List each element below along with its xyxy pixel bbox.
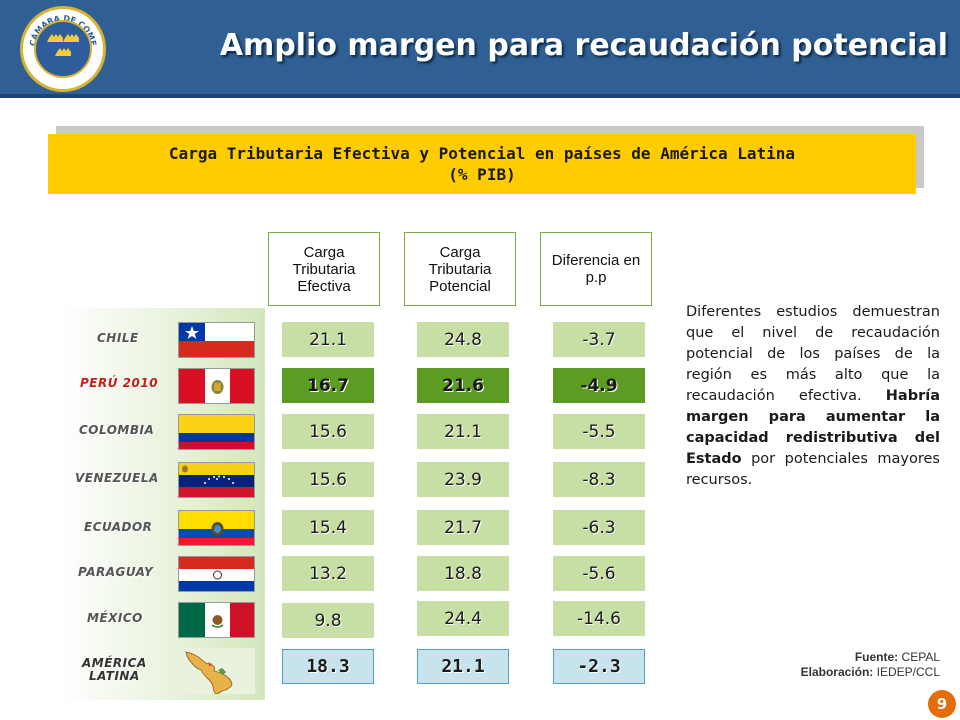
venezuela-flag — [178, 462, 255, 498]
country-column — [60, 308, 265, 700]
peru-flag — [178, 368, 255, 404]
country-label-mexico: MÉXICO — [87, 611, 143, 625]
value-diferencia-peru: -4.9 — [553, 368, 645, 403]
table-title-banner: Carga Tributaria Efectiva y Potencial en… — [48, 134, 916, 194]
value-diferencia-colombia: -5.5 — [553, 414, 645, 449]
value-potencial-venezuela: 23.9 — [417, 462, 509, 497]
banner-subtitle: (% PIB) — [448, 165, 516, 184]
paragraph-text: Diferentes estudios demuestran que el ni… — [686, 304, 940, 404]
source-label: Fuente: — [854, 650, 899, 664]
value-efectiva-colombia: 15.6 — [282, 414, 374, 449]
value-efectiva-mexico: 9.8 — [282, 603, 374, 638]
country-label-peru: PERÚ 2010 — [80, 376, 159, 390]
page-number: 9 — [928, 690, 956, 718]
country-label-america-latina: AMÉRICA LATINA — [82, 657, 147, 683]
value-diferencia-venezuela: -8.3 — [553, 462, 645, 497]
value-efectiva-ecuador: 15.4 — [282, 510, 374, 545]
value-efectiva-peru: 16.7 — [282, 368, 374, 403]
column-header-potencial: Carga Tributaria Potencial — [404, 232, 516, 306]
paragraph-text-end: por potenciales mayores recursos. — [686, 451, 940, 488]
value-potencial-america-latina: 21.1 — [417, 649, 509, 684]
mexico-flag — [178, 602, 255, 638]
elaboration-label: Elaboración: — [800, 665, 874, 679]
explanation-paragraph: Diferentes estudios demuestran que el ni… — [686, 302, 940, 491]
value-potencial-colombia: 21.1 — [417, 414, 509, 449]
country-label-line2: LATINA — [88, 669, 140, 683]
value-potencial-mexico: 24.4 — [417, 601, 509, 636]
country-label-paraguay: PARAGUAY — [78, 565, 154, 579]
elaboration-value: IEDEP/CCL — [876, 665, 940, 679]
value-diferencia-chile: -3.7 — [553, 322, 645, 357]
banner-title: Carga Tributaria Efectiva y Potencial en… — [168, 144, 796, 163]
column-header-diferencia: Diferencia en p.p — [540, 232, 652, 306]
value-diferencia-ecuador: -6.3 — [553, 510, 645, 545]
chamber-logo: CÁMARA DE COMERCIO · LIMA · — [20, 6, 106, 92]
latin-america-map-icon — [178, 648, 255, 694]
paragraph-bold-text: Habría margen para aumentar la capacidad… — [686, 388, 940, 467]
value-efectiva-paraguay: 13.2 — [282, 556, 374, 591]
country-label-ecuador: ECUADOR — [84, 520, 153, 534]
value-efectiva-chile: 21.1 — [282, 322, 374, 357]
chile-flag — [178, 322, 255, 358]
country-label-line1: AMÉRICA — [82, 656, 147, 670]
page-title: Amplio margen para recaudación potencial — [219, 28, 948, 63]
paraguay-flag — [178, 556, 255, 592]
value-efectiva-venezuela: 15.6 — [282, 462, 374, 497]
ecuador-flag — [178, 510, 255, 546]
country-label-venezuela: VENEZUELA — [75, 471, 159, 485]
value-potencial-ecuador: 21.7 — [417, 510, 509, 545]
value-efectiva-america-latina: 18.3 — [282, 649, 374, 684]
source-value: CEPAL — [901, 650, 940, 664]
country-label-colombia: COLOMBIA — [79, 423, 155, 437]
country-label-chile: CHILE — [97, 331, 139, 345]
value-potencial-chile: 24.8 — [417, 322, 509, 357]
value-diferencia-mexico: -14.6 — [553, 601, 645, 636]
header-bar — [0, 0, 960, 98]
colombia-flag — [178, 414, 255, 450]
source-note: Fuente: CEPAL Elaboración: IEDEP/CCL — [801, 650, 940, 680]
header-divider — [0, 94, 960, 98]
value-potencial-paraguay: 18.8 — [417, 556, 509, 591]
value-potencial-peru: 21.6 — [417, 368, 509, 403]
value-diferencia-paraguay: -5.6 — [553, 556, 645, 591]
column-header-efectiva: Carga Tributaria Efectiva — [268, 232, 380, 306]
value-diferencia-america-latina: -2.3 — [553, 649, 645, 684]
